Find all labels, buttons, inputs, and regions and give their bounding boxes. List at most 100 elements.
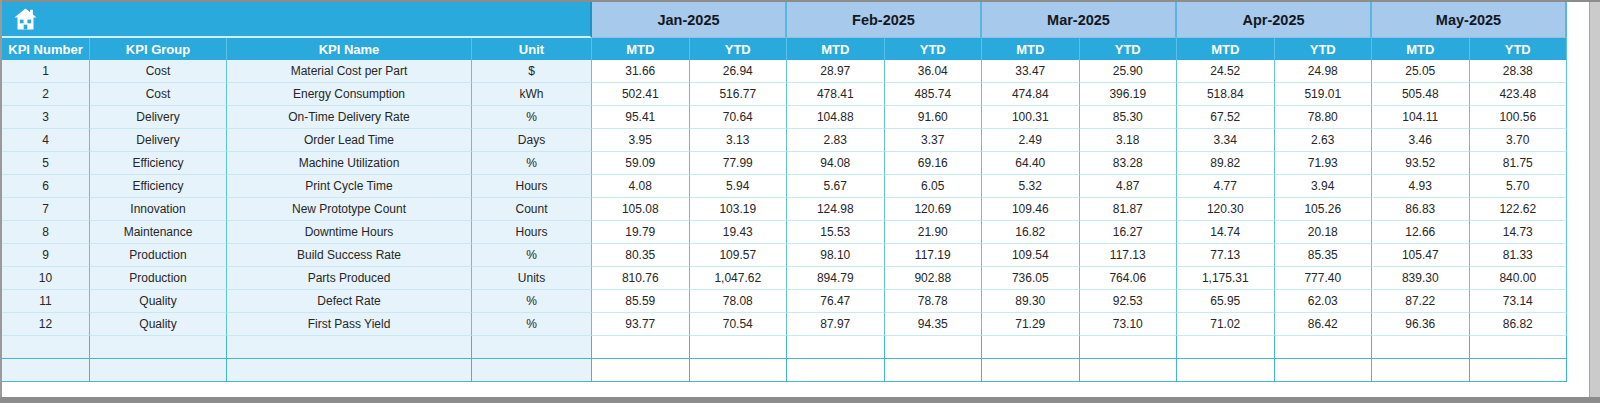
kpi-value-cell[interactable]: 6.05 — [885, 175, 983, 198]
kpi-value-cell[interactable]: 117.19 — [885, 244, 983, 267]
kpi-value-cell[interactable]: 109.57 — [690, 244, 788, 267]
kpi-unit-cell[interactable]: Units — [472, 267, 592, 290]
kpi-value-cell[interactable]: 474.84 — [982, 83, 1080, 106]
kpi-value-cell[interactable]: 93.77 — [592, 313, 690, 336]
kpi-value-cell[interactable]: 80.35 — [592, 244, 690, 267]
kpi-value-cell[interactable]: 78.08 — [690, 290, 788, 313]
column-header-kpi-group[interactable]: KPI Group — [90, 38, 227, 60]
kpi-name-cell[interactable]: Print Cycle Time — [227, 175, 472, 198]
kpi-value-cell[interactable]: 25.05 — [1372, 60, 1470, 83]
kpi-value-cell[interactable]: 87.22 — [1372, 290, 1470, 313]
kpi-value-cell[interactable]: 86.42 — [1275, 313, 1373, 336]
kpi-value-cell[interactable]: 19.43 — [690, 221, 788, 244]
kpi-value-cell[interactable]: 109.46 — [982, 198, 1080, 221]
kpi-value-cell[interactable]: 62.03 — [1275, 290, 1373, 313]
empty-cell[interactable] — [2, 359, 90, 382]
kpi-name-cell[interactable]: Parts Produced — [227, 267, 472, 290]
kpi-value-cell[interactable]: 33.47 — [982, 60, 1080, 83]
kpi-unit-cell[interactable]: % — [472, 244, 592, 267]
kpi-value-cell[interactable]: 86.82 — [1470, 313, 1568, 336]
kpi-value-cell[interactable]: 2.49 — [982, 129, 1080, 152]
kpi-group-cell[interactable]: Delivery — [90, 129, 227, 152]
empty-cell[interactable] — [885, 359, 983, 382]
month-header-apr-2025[interactable]: Apr-2025 — [1177, 2, 1372, 38]
kpi-group-cell[interactable]: Innovation — [90, 198, 227, 221]
kpi-number-cell[interactable]: 4 — [2, 129, 90, 152]
subheader-mar-mtd[interactable]: MTD — [982, 38, 1080, 60]
kpi-value-cell[interactable]: 104.11 — [1372, 106, 1470, 129]
kpi-number-cell[interactable]: 11 — [2, 290, 90, 313]
kpi-value-cell[interactable]: 2.83 — [787, 129, 885, 152]
kpi-value-cell[interactable]: 4.08 — [592, 175, 690, 198]
kpi-value-cell[interactable]: 396.19 — [1080, 83, 1178, 106]
kpi-value-cell[interactable]: 98.10 — [787, 244, 885, 267]
kpi-value-cell[interactable]: 31.66 — [592, 60, 690, 83]
kpi-group-cell[interactable]: Cost — [90, 83, 227, 106]
empty-cell[interactable] — [90, 336, 227, 359]
kpi-value-cell[interactable]: 518.84 — [1177, 83, 1275, 106]
kpi-number-cell[interactable]: 6 — [2, 175, 90, 198]
kpi-group-cell[interactable]: Efficiency — [90, 152, 227, 175]
kpi-number-cell[interactable]: 8 — [2, 221, 90, 244]
kpi-value-cell[interactable]: 78.78 — [885, 290, 983, 313]
kpi-value-cell[interactable]: 36.04 — [885, 60, 983, 83]
empty-cell[interactable] — [982, 359, 1080, 382]
kpi-number-cell[interactable]: 5 — [2, 152, 90, 175]
subheader-jan-ytd[interactable]: YTD — [690, 38, 788, 60]
kpi-unit-cell[interactable]: Hours — [472, 175, 592, 198]
empty-cell[interactable] — [227, 336, 472, 359]
kpi-value-cell[interactable]: 93.52 — [1372, 152, 1470, 175]
kpi-value-cell[interactable]: 4.87 — [1080, 175, 1178, 198]
empty-cell[interactable] — [885, 336, 983, 359]
kpi-number-cell[interactable]: 3 — [2, 106, 90, 129]
kpi-value-cell[interactable]: 3.46 — [1372, 129, 1470, 152]
kpi-value-cell[interactable]: 78.80 — [1275, 106, 1373, 129]
kpi-unit-cell[interactable]: % — [472, 106, 592, 129]
kpi-value-cell[interactable]: 76.47 — [787, 290, 885, 313]
kpi-value-cell[interactable]: 902.88 — [885, 267, 983, 290]
subheader-may-ytd[interactable]: YTD — [1470, 38, 1568, 60]
empty-cell[interactable] — [1372, 359, 1470, 382]
kpi-unit-cell[interactable]: Count — [472, 198, 592, 221]
kpi-value-cell[interactable]: 124.98 — [787, 198, 885, 221]
kpi-name-cell[interactable]: Defect Rate — [227, 290, 472, 313]
empty-cell[interactable] — [592, 359, 690, 382]
kpi-number-cell[interactable]: 9 — [2, 244, 90, 267]
empty-cell[interactable] — [690, 336, 788, 359]
kpi-value-cell[interactable]: 73.14 — [1470, 290, 1568, 313]
kpi-value-cell[interactable]: 96.36 — [1372, 313, 1470, 336]
kpi-value-cell[interactable]: 94.08 — [787, 152, 885, 175]
kpi-value-cell[interactable]: 81.87 — [1080, 198, 1178, 221]
kpi-value-cell[interactable]: 64.40 — [982, 152, 1080, 175]
kpi-value-cell[interactable]: 736.05 — [982, 267, 1080, 290]
kpi-value-cell[interactable]: 117.13 — [1080, 244, 1178, 267]
kpi-value-cell[interactable]: 91.60 — [885, 106, 983, 129]
kpi-value-cell[interactable]: 122.62 — [1470, 198, 1568, 221]
kpi-value-cell[interactable]: 120.30 — [1177, 198, 1275, 221]
kpi-value-cell[interactable]: 5.32 — [982, 175, 1080, 198]
kpi-value-cell[interactable]: 103.19 — [690, 198, 788, 221]
kpi-value-cell[interactable]: 85.35 — [1275, 244, 1373, 267]
kpi-value-cell[interactable]: 71.29 — [982, 313, 1080, 336]
subheader-feb-mtd[interactable]: MTD — [787, 38, 885, 60]
kpi-value-cell[interactable]: 777.40 — [1275, 267, 1373, 290]
kpi-value-cell[interactable]: 100.31 — [982, 106, 1080, 129]
kpi-value-cell[interactable]: 28.97 — [787, 60, 885, 83]
empty-cell[interactable] — [227, 359, 472, 382]
empty-cell[interactable] — [472, 359, 592, 382]
kpi-value-cell[interactable]: 2.63 — [1275, 129, 1373, 152]
kpi-value-cell[interactable]: 20.18 — [1275, 221, 1373, 244]
empty-cell[interactable] — [90, 359, 227, 382]
kpi-value-cell[interactable]: 92.53 — [1080, 290, 1178, 313]
kpi-value-cell[interactable]: 83.28 — [1080, 152, 1178, 175]
kpi-value-cell[interactable]: 485.74 — [885, 83, 983, 106]
subheader-may-mtd[interactable]: MTD — [1372, 38, 1470, 60]
kpi-value-cell[interactable]: 100.56 — [1470, 106, 1568, 129]
kpi-unit-cell[interactable]: % — [472, 152, 592, 175]
kpi-value-cell[interactable]: 3.95 — [592, 129, 690, 152]
empty-cell[interactable] — [787, 336, 885, 359]
kpi-value-cell[interactable]: 85.59 — [592, 290, 690, 313]
month-header-may-2025[interactable]: May-2025 — [1372, 2, 1567, 38]
empty-cell[interactable] — [1470, 336, 1568, 359]
kpi-value-cell[interactable]: 109.54 — [982, 244, 1080, 267]
